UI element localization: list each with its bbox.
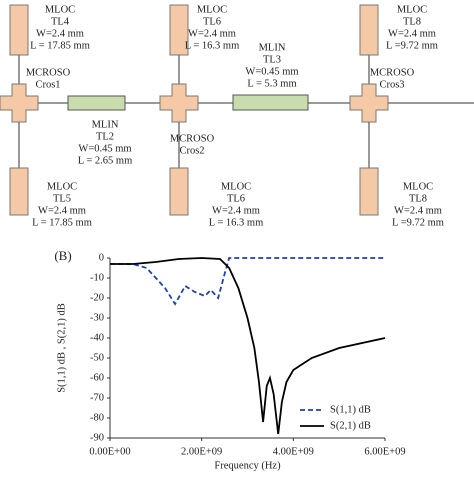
panel-label: (B) — [54, 248, 71, 263]
component-label: Cros1 — [35, 79, 60, 90]
component-label: MLOC — [47, 181, 77, 192]
component-label: L = 16.3 mm — [185, 40, 240, 51]
x-tick-label: 2.00E+09 — [181, 446, 222, 457]
y-tick-label: -20 — [90, 292, 104, 303]
y-axis-title: S(1,1) dB , S(2,1) dB — [56, 303, 67, 393]
component-label: L =9.72 mm — [392, 217, 444, 228]
component-label: MLOC — [45, 4, 75, 15]
mlin — [67, 95, 126, 111]
component-label: L = 17.85 mm — [30, 40, 90, 51]
mlin — [232, 94, 309, 111]
stub — [169, 167, 189, 216]
component-label: TL2 — [96, 131, 114, 142]
cross — [349, 83, 389, 123]
component-label: Cros2 — [179, 145, 204, 156]
component-label: TL6 — [203, 16, 221, 27]
x-tick-label: 0.00E+00 — [89, 446, 130, 457]
legend-label: S(1,1) dB — [330, 404, 371, 415]
y-tick-label: -40 — [90, 332, 104, 343]
y-tick-label: -80 — [90, 412, 104, 423]
y-tick-label: -70 — [90, 392, 104, 403]
component-label: W=0.45 mm — [78, 143, 131, 154]
component-label: W=2.4 mm — [212, 205, 260, 216]
component-label: MLOC — [221, 181, 251, 192]
component-label: W=2.4 mm — [394, 205, 442, 216]
component-label: TL3 — [263, 54, 281, 65]
component-label: TL8 — [403, 16, 421, 27]
component-label: W=2.4 mm — [388, 28, 436, 39]
component-label: MLIN — [92, 119, 119, 130]
y-tick-label: 0 — [99, 252, 104, 263]
stub — [9, 4, 29, 56]
circuit — [0, 4, 474, 216]
stub — [169, 4, 189, 56]
component-label: W=2.4 mm — [188, 28, 236, 39]
component-label: MLOC — [397, 4, 427, 15]
stub — [359, 167, 379, 216]
component-label: W=2.4 mm — [36, 28, 84, 39]
component-label: L =9.72 mm — [386, 40, 438, 51]
component-label: TL6 — [227, 193, 245, 204]
component-label: MLIN — [259, 42, 286, 53]
series-line — [110, 257, 385, 306]
x-axis-title: Frequency (Hz) — [214, 460, 281, 471]
component-label: TL4 — [51, 16, 70, 27]
component-label: L = 5.3 mm — [247, 78, 296, 89]
legend-label: S(2,1) dB — [330, 420, 371, 431]
component-label: MCROSO — [370, 67, 415, 78]
y-tick-label: -10 — [90, 272, 104, 283]
component-label: MLOC — [197, 4, 227, 15]
component-label: TL8 — [409, 193, 427, 204]
x-tick-label: 4.00E+09 — [273, 446, 314, 457]
component-label: MLOC — [403, 181, 433, 192]
component-label: L = 17.85 mm — [32, 217, 92, 228]
component-label: L = 2.65 mm — [78, 155, 133, 166]
x-tick-label: 6.00E+09 — [364, 446, 405, 457]
cross — [0, 83, 39, 123]
y-tick-label: -90 — [90, 432, 104, 443]
y-tick-label: -30 — [90, 312, 104, 323]
component-label: W=2.4 mm — [38, 205, 86, 216]
y-tick-label: -50 — [90, 352, 104, 363]
stub — [359, 4, 379, 56]
y-tick-label: -60 — [90, 372, 104, 383]
series-line — [110, 257, 386, 435]
component-label: Cros3 — [379, 79, 404, 90]
component-label: L = 16.3 mm — [209, 217, 264, 228]
stub — [9, 167, 29, 216]
cross — [159, 83, 199, 123]
component-label: MCROSO — [170, 133, 215, 144]
component-label: W=0.45 mm — [245, 66, 298, 77]
component-label: MCROSO — [26, 67, 71, 78]
component-label: TL5 — [53, 193, 71, 204]
